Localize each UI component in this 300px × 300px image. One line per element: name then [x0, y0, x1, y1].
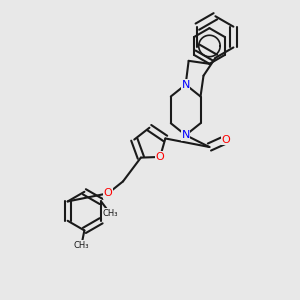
Text: O: O [104, 188, 112, 198]
Text: O: O [221, 135, 230, 145]
Text: CH₃: CH₃ [74, 241, 89, 250]
Text: O: O [156, 152, 164, 162]
Text: N: N [182, 80, 190, 90]
Text: CH₃: CH₃ [102, 209, 118, 218]
Text: N: N [182, 130, 190, 140]
